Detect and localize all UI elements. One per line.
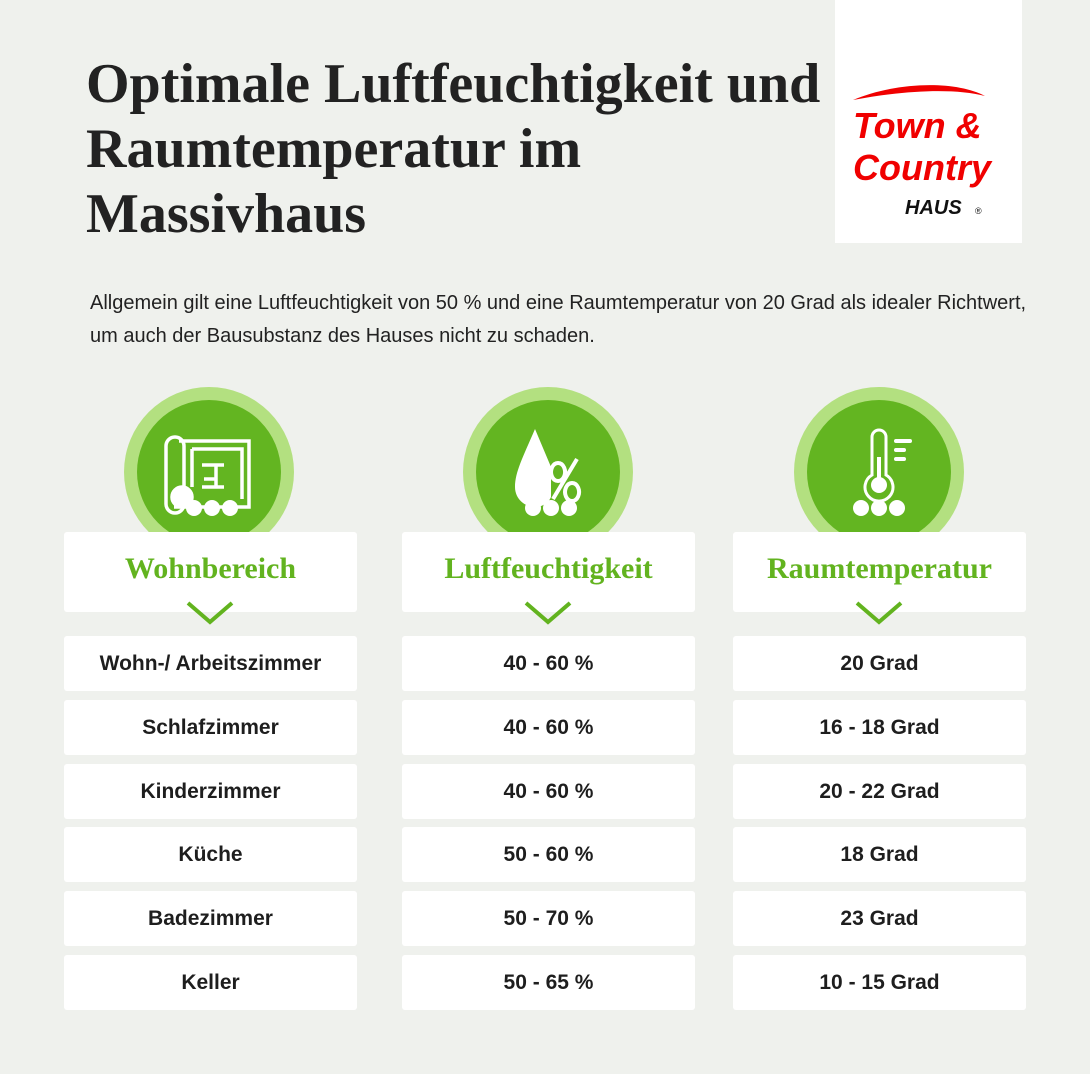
table-cell-room: Schlafzimmer xyxy=(64,700,357,755)
table-cell-room: Küche xyxy=(64,827,357,882)
table-cell-humidity: 50 - 70 % xyxy=(402,891,695,946)
table-cell-humidity: 50 - 65 % xyxy=(402,955,695,1010)
town-country-logo: Town & Country HAUS ® xyxy=(835,0,1022,243)
svg-text:Town &: Town & xyxy=(853,105,982,146)
intro-text: Allgemein gilt eine Luftfeuchtigkeit von… xyxy=(90,292,1027,347)
table-cell-room: Wohn-/ Arbeitszimmer xyxy=(64,636,357,691)
table-cell-room: Keller xyxy=(64,955,357,1010)
floorplan-icon-badge xyxy=(124,387,294,557)
svg-text:HAUS: HAUS xyxy=(905,197,962,219)
table-cell-room: Kinderzimmer xyxy=(64,764,357,819)
table-cell-temperature: 20 - 22 Grad xyxy=(733,764,1026,819)
svg-text:®: ® xyxy=(975,206,982,216)
header-wohnbereich: Wohnbereich xyxy=(64,532,357,612)
table-cell-humidity: 50 - 60 % xyxy=(402,827,695,882)
table-cell-humidity: 40 - 60 % xyxy=(402,700,695,755)
table-cell-temperature: 23 Grad xyxy=(733,891,1026,946)
table-cell-temperature: 16 - 18 Grad xyxy=(733,700,1026,755)
svg-text:Country: Country xyxy=(853,147,993,188)
floorplan-icon xyxy=(164,435,251,516)
table-cell-temperature: 20 Grad xyxy=(733,636,1026,691)
header-raumtemperatur: Raumtemperatur xyxy=(733,532,1026,612)
table-cell-temperature: 18 Grad xyxy=(733,827,1026,882)
header-luftfeuchtigkeit: Luftfeuchtigkeit xyxy=(402,532,695,612)
chevron-down-icon xyxy=(186,601,234,625)
page-title: Optimale Luftfeuchtigkeit und Raumtemper… xyxy=(86,53,821,245)
table-cell-temperature: 10 - 15 Grad xyxy=(733,955,1026,1010)
table-cell-room: Badezimmer xyxy=(64,891,357,946)
thermometer-icon xyxy=(853,428,912,516)
humidity-drop-icon xyxy=(515,429,582,516)
table-cell-humidity: 40 - 60 % xyxy=(402,764,695,819)
thermometer-icon-badge xyxy=(794,387,964,557)
table-cell-humidity: 40 - 60 % xyxy=(402,636,695,691)
chevron-down-icon xyxy=(524,601,572,625)
chevron-down-icon xyxy=(855,601,903,625)
humidity-icon-badge xyxy=(463,387,633,557)
